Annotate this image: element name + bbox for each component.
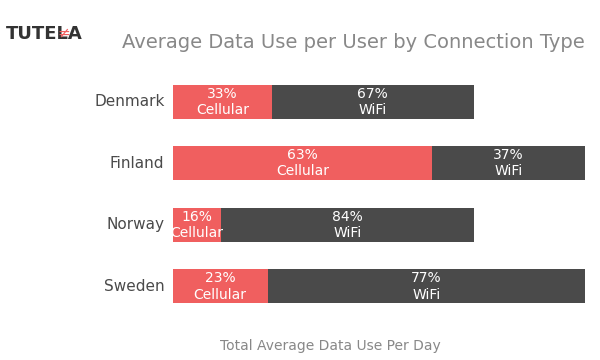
Text: Sweden: Sweden: [104, 279, 164, 294]
Bar: [433, 146, 585, 180]
Text: 67%
WiFi: 67% WiFi: [358, 86, 388, 117]
Bar: [221, 208, 473, 242]
Text: Total Average Data Use Per Day: Total Average Data Use Per Day: [220, 339, 440, 353]
Text: 23%
Cellular: 23% Cellular: [194, 271, 247, 302]
Text: Denmark: Denmark: [94, 94, 164, 109]
Bar: [268, 270, 585, 303]
Text: Average Data Use per User by Connection Type: Average Data Use per User by Connection …: [122, 33, 585, 52]
Text: 16%
Cellular: 16% Cellular: [170, 210, 223, 240]
Text: 77%
WiFi: 77% WiFi: [411, 271, 442, 302]
Bar: [173, 270, 268, 303]
Text: Finland: Finland: [110, 156, 164, 171]
Text: 33%
Cellular: 33% Cellular: [196, 86, 249, 117]
Bar: [173, 85, 272, 118]
Bar: [272, 85, 473, 118]
Bar: [173, 146, 433, 180]
Text: ≠: ≠: [57, 25, 70, 40]
Text: 63%
Cellular: 63% Cellular: [276, 148, 329, 178]
Text: Norway: Norway: [106, 217, 164, 232]
Bar: [173, 208, 221, 242]
Text: 37%
WiFi: 37% WiFi: [493, 148, 524, 178]
Text: 84%
WiFi: 84% WiFi: [332, 210, 362, 240]
Text: TUTELA: TUTELA: [6, 25, 83, 43]
